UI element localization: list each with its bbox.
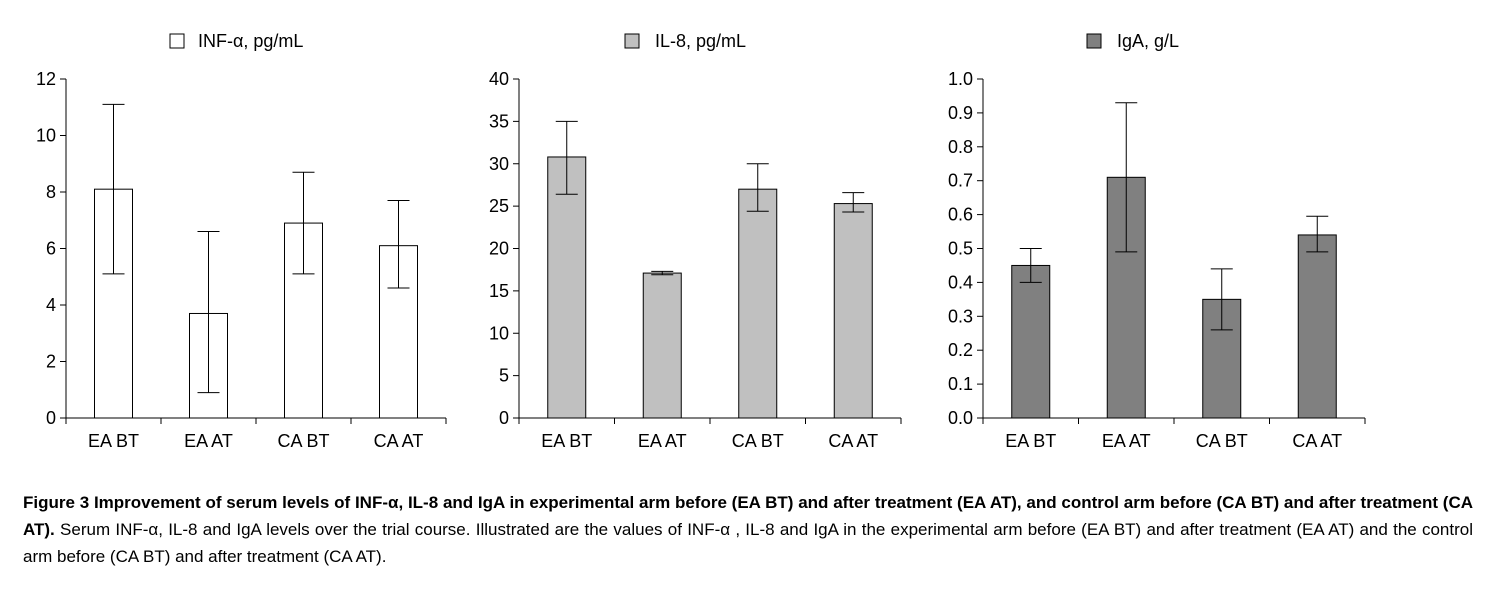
- chart2-y-tick-label: 15: [489, 281, 509, 301]
- chart3-category-label: EA AT: [1102, 431, 1151, 451]
- chart3-y-tick-label: 0.8: [948, 137, 973, 157]
- chart3-y-tick-label: 0.6: [948, 205, 973, 225]
- chart2-legend-swatch: [624, 33, 640, 49]
- chart3-y-tick-label: 0.7: [948, 171, 973, 191]
- chart2-y-tick-label: 35: [489, 111, 509, 131]
- chart1-y-tick-label: 2: [46, 352, 56, 372]
- chart3-legend-swatch: [1086, 33, 1102, 49]
- chart2-category-label: CA AT: [828, 431, 878, 451]
- chart2-bar: [833, 203, 873, 419]
- chart3-y-tick-label: 0.5: [948, 239, 973, 259]
- chart2-y-tick-label: 30: [489, 154, 509, 174]
- chart1-legend-label: INF-α, pg/mL: [198, 31, 303, 51]
- chart2-y-tick-label: 0: [499, 408, 509, 428]
- chart1-y-tick-label: 10: [36, 126, 56, 146]
- chart3-category-label: CA AT: [1292, 431, 1342, 451]
- chart1-category-label: CA BT: [277, 431, 329, 451]
- chart3-y-tick-label: 0.3: [948, 306, 973, 326]
- chart2-y-tick-label: 5: [499, 366, 509, 386]
- chart1-category-label: EA BT: [88, 431, 139, 451]
- chart3-y-tick-label: 0.0: [948, 408, 973, 428]
- chart3-y-tick-label: 1.0: [948, 69, 973, 89]
- chart3-category-label: CA BT: [1196, 431, 1248, 451]
- chart1-category-label: CA AT: [374, 431, 424, 451]
- chart1-legend-swatch: [169, 33, 185, 49]
- chart3-y-tick-label: 0.2: [948, 340, 973, 360]
- chart2-legend-label: IL-8, pg/mL: [655, 31, 746, 51]
- chart1-y-tick-label: 6: [46, 239, 56, 259]
- caption-body: Serum INF-α, IL-8 and IgA levels over th…: [23, 520, 1473, 566]
- chart2-y-tick-label: 10: [489, 323, 509, 343]
- chart3-y-tick-label: 0.9: [948, 103, 973, 123]
- chart2-bar: [642, 272, 682, 419]
- chart2-category-label: EA BT: [541, 431, 592, 451]
- chart1-y-tick-label: 4: [46, 295, 56, 315]
- figure-caption: Figure 3 Improvement of serum levels of …: [23, 489, 1473, 570]
- caption-title: Figure 3 Improvement of serum levels of …: [23, 493, 1473, 539]
- chart3-bar: [1297, 234, 1337, 419]
- chart2-y-tick-label: 20: [489, 239, 509, 259]
- chart3-y-tick-label: 0.1: [948, 374, 973, 394]
- chart1-y-tick-label: 0: [46, 408, 56, 428]
- chart3-legend-label: IgA, g/L: [1117, 31, 1179, 51]
- chart1-y-tick-label: 8: [46, 182, 56, 202]
- chart3-bar: [1011, 264, 1051, 419]
- chart1-category-label: EA AT: [184, 431, 233, 451]
- chart2-bar: [547, 156, 587, 419]
- chart3-y-tick-label: 0.4: [948, 272, 973, 292]
- chart1-y-tick-label: 12: [36, 69, 56, 89]
- chart3-category-label: EA BT: [1005, 431, 1056, 451]
- figure-charts: INF-α, pg/mL 0 2 4 6 8 10 12 EA BT EA AT CA BT CA A…: [36, 31, 1366, 451]
- chart2-category-label: EA AT: [638, 431, 687, 451]
- chart2-y-tick-label: 25: [489, 196, 509, 216]
- chart2-bar: [738, 188, 778, 419]
- chart2-y-tick-label: 40: [489, 69, 509, 89]
- chart2-category-label: CA BT: [732, 431, 784, 451]
